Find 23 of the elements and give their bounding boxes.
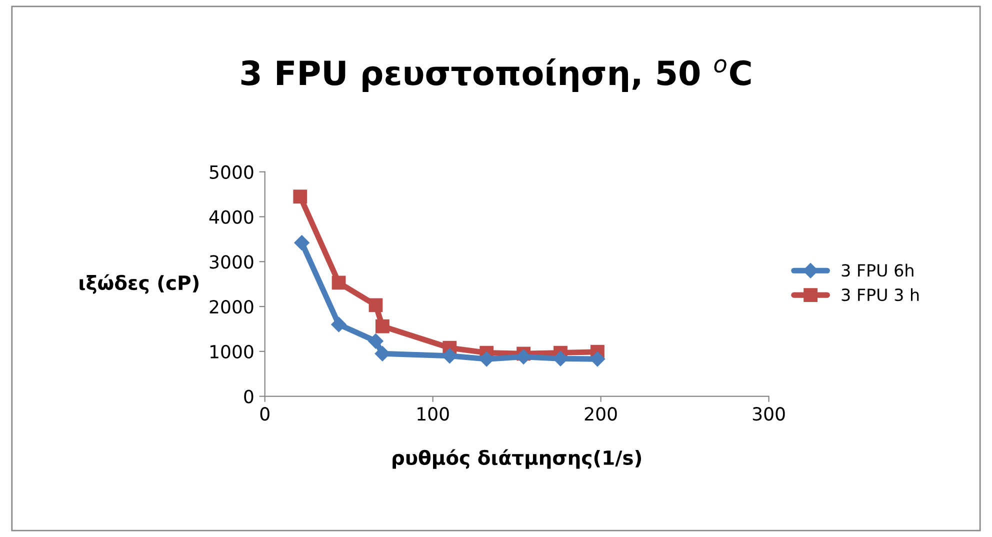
point bbox=[331, 316, 346, 332]
y-axis-title: ιξώδες (cP) bbox=[80, 274, 198, 294]
point bbox=[368, 334, 384, 349]
chart-title: 3 FPU ρευστοποίηση, 50 $^{o}$C bbox=[241, 58, 751, 92]
legend-label: 3 FPU 3 h bbox=[842, 288, 919, 302]
x-tick-label: 200 bbox=[584, 407, 617, 421]
x-axis-title: ρυθμός διάτμησης(1/s) bbox=[392, 449, 642, 469]
point bbox=[442, 348, 458, 364]
x-tick-label: 0 bbox=[260, 407, 270, 421]
legend-label: 3 FPU 6h bbox=[842, 264, 914, 277]
point bbox=[376, 319, 390, 334]
y-tick-label: 2000 bbox=[210, 300, 254, 314]
point bbox=[294, 235, 310, 250]
y-tick-label: 3000 bbox=[210, 255, 254, 269]
y-tick-label: 0 bbox=[244, 390, 254, 404]
x-tick-label: 100 bbox=[418, 407, 449, 421]
y-tick-label: 4000 bbox=[209, 210, 254, 224]
y-tick-label: 1000 bbox=[210, 344, 254, 359]
point bbox=[332, 276, 346, 290]
y-tick-label: 5000 bbox=[210, 165, 254, 179]
point bbox=[293, 190, 308, 204]
x-tick-label: 300 bbox=[752, 407, 785, 421]
point bbox=[368, 298, 383, 312]
